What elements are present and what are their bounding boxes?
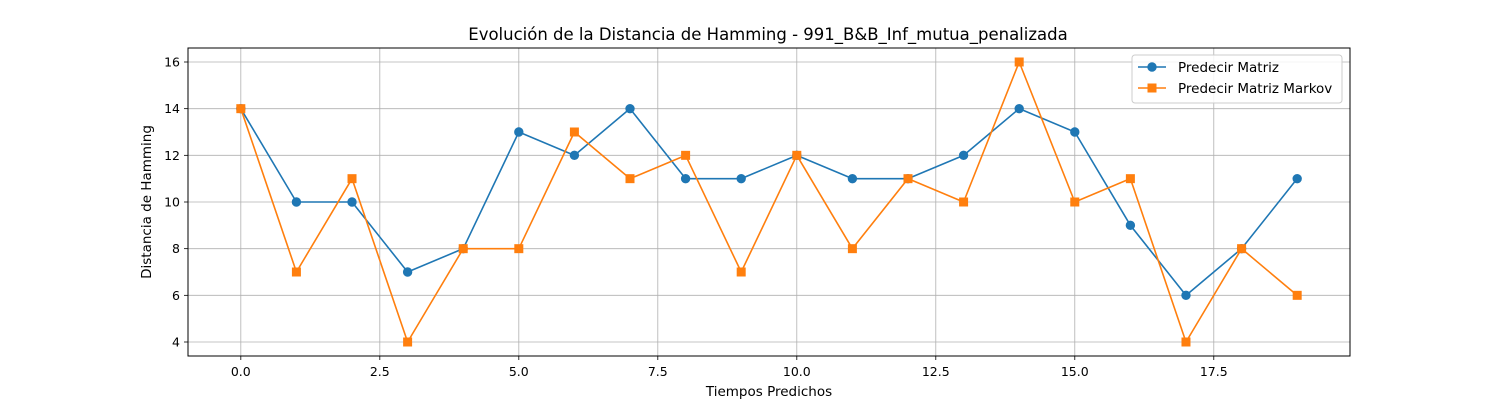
data-point: [736, 267, 746, 277]
data-point: [625, 174, 635, 184]
legend-marker: [1147, 62, 1157, 72]
y-tick-label: 8: [172, 241, 180, 256]
data-point: [847, 173, 858, 184]
data-point: [625, 103, 635, 114]
x-tick-label: 2.5: [370, 364, 390, 379]
data-point: [236, 104, 246, 114]
legend-marker: [1147, 83, 1157, 93]
y-tick-label: 14: [164, 101, 180, 116]
data-point: [903, 174, 913, 184]
data-point: [1070, 197, 1080, 207]
data-point: [291, 267, 301, 277]
data-point: [847, 244, 857, 254]
data-point: [1292, 290, 1302, 300]
data-point: [1181, 337, 1191, 347]
data-point: [514, 244, 524, 254]
data-point: [402, 267, 413, 277]
data-point: [1125, 174, 1135, 184]
legend-item: Predecir Matriz Markov: [1138, 81, 1332, 97]
legend-label: Predecir Matriz: [1178, 60, 1279, 76]
data-point: [569, 127, 579, 137]
data-point: [1014, 57, 1024, 67]
data-point: [514, 127, 524, 137]
data-point: [569, 150, 580, 161]
legend: Predecir Matriz Predecir Matriz Markov: [1131, 54, 1343, 104]
data-point: [347, 174, 357, 184]
legend-item: Predecir Matriz: [1138, 60, 1279, 76]
legend-label: Predecir Matriz Markov: [1178, 81, 1332, 97]
y-axis-ticks: 4 6 8 10 12 14 16: [164, 55, 188, 350]
x-axis-label: Tiempos Predichos: [705, 384, 832, 400]
series-line: [240, 61, 1298, 343]
data-point: [959, 197, 969, 207]
data-point: [458, 244, 468, 254]
data-point: [736, 173, 746, 184]
series-line: [240, 107, 1298, 297]
x-tick-label: 5.0: [509, 364, 529, 379]
y-tick-label: 6: [172, 288, 180, 303]
data-point: [1237, 244, 1247, 254]
x-axis-ticks: 0.0 2.5 5.0 7.5 10.0 12.5 15.0 17.5: [231, 356, 1228, 379]
data-point: [1292, 173, 1302, 184]
series-layer: [236, 57, 1302, 347]
x-tick-label: 0.0: [231, 364, 251, 379]
x-tick-label: 7.5: [648, 364, 668, 379]
data-point: [1125, 220, 1136, 231]
x-tick-label: 12.5: [922, 364, 950, 379]
data-point: [347, 197, 357, 207]
data-point: [680, 173, 691, 184]
data-point: [1070, 127, 1080, 137]
x-tick-label: 10.0: [783, 364, 811, 379]
data-point: [403, 337, 413, 347]
data-point: [681, 150, 691, 160]
chart-title: Evolución de la Distancia de Hamming - 9…: [468, 25, 1067, 45]
y-tick-label: 12: [164, 148, 180, 163]
x-tick-label: 15.0: [1061, 364, 1089, 379]
legend-box: [1131, 54, 1343, 104]
x-tick-label: 17.5: [1200, 364, 1228, 379]
data-point: [792, 150, 802, 160]
data-point: [958, 150, 969, 161]
data-point: [291, 197, 302, 207]
series-2: [236, 57, 1302, 347]
data-point: [1181, 290, 1191, 301]
y-tick-label: 4: [172, 335, 180, 350]
y-axis-label: Distancia de Hamming: [139, 125, 155, 279]
y-tick-label: 10: [164, 195, 180, 210]
y-tick-label: 16: [164, 55, 180, 70]
data-point: [1014, 103, 1024, 114]
